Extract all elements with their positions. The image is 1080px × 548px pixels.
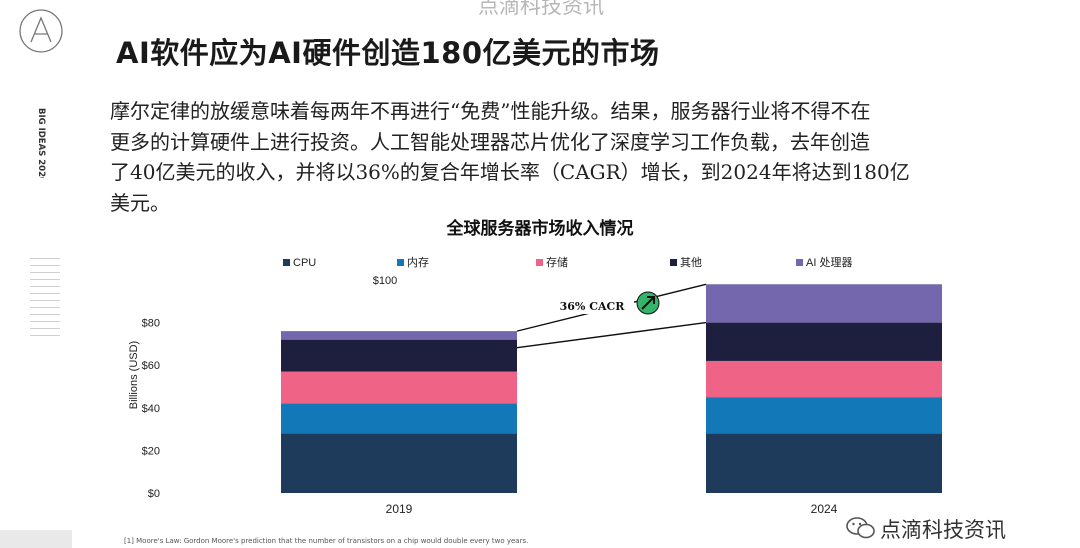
- legend-swatch: [536, 259, 543, 266]
- chart-title: 全球服务器市场收入情况: [446, 219, 634, 239]
- legend-label: 内存: [407, 255, 429, 269]
- x-tick-label: 2024: [811, 502, 838, 516]
- legend-swatch: [283, 259, 290, 266]
- page-title: AI软件应为AI硬件创造180亿美元的市场: [116, 36, 660, 70]
- y-tick-label: $80: [142, 318, 160, 330]
- brand-text: 点滴科技资讯: [880, 518, 1006, 542]
- bar-segment: [706, 284, 942, 323]
- x-tick-label: 2019: [386, 502, 413, 516]
- wechat-icon: [846, 517, 875, 539]
- bar-segment: [706, 322, 942, 361]
- legend-swatch: [670, 259, 677, 266]
- footnote: [1] Moore's Law: Gordon Moore's predicti…: [124, 537, 529, 545]
- side-label-text: BIG IDEAS 2020: [36, 108, 46, 178]
- legend-label: CPU: [293, 257, 316, 269]
- legend-swatch: [397, 259, 404, 266]
- chart-legend: CPU 内存 存储 其他 AI 处理器: [283, 255, 852, 269]
- connector-line: [516, 321, 707, 349]
- side-decoration: [30, 258, 60, 342]
- body-line: 了40亿美元的收入，并将以36%的复合年增长率（CAGR）增长，到2024年将达…: [110, 160, 910, 184]
- side-label: BIG IDEAS 2020: [36, 108, 46, 178]
- y-tick-label: $100: [373, 275, 397, 287]
- legend-label: AI 处理器: [806, 256, 852, 269]
- x-axis: 2019 2024: [386, 502, 838, 516]
- legend-swatch: [796, 259, 803, 266]
- watermark-text: 点滴科技资讯: [478, 0, 604, 18]
- body-line: 美元。: [110, 190, 170, 215]
- y-tick-label: $40: [142, 403, 160, 415]
- bar-segment: [281, 339, 517, 372]
- y-tick-label: $60: [142, 360, 160, 372]
- bar-segment: [706, 360, 942, 398]
- body-line: 更多的计算硬件上进行投资。人工智能处理器芯片优化了深度学习工作负载，去年创造: [110, 129, 870, 154]
- body-paragraph: 摩尔定律的放缓意味着每两年不再进行“免费”性能升级。结果，服务器行业将不得不在 …: [110, 96, 1050, 218]
- y-axis-label: Billions (USD): [128, 341, 140, 409]
- bar-segment: [706, 397, 942, 434]
- bar-group: [281, 284, 942, 493]
- bar-segment: [281, 433, 517, 493]
- bar-segment: [281, 331, 517, 340]
- legend-label: 存储: [546, 255, 568, 269]
- y-axis: $0 $20 $40 $60 $80 $100: [142, 275, 398, 500]
- y-tick-label: $0: [148, 488, 160, 500]
- cagr-annotation: 36% CACR: [516, 283, 707, 349]
- legend-label: 其他: [680, 256, 702, 269]
- bar-segment: [281, 403, 517, 434]
- bar-segment: [706, 433, 942, 493]
- arrow-glyph: [641, 296, 655, 310]
- corner-decoration: [0, 530, 72, 548]
- ark-logo-icon: [19, 9, 63, 53]
- bar-segment: [281, 371, 517, 404]
- annotation-box: [552, 296, 634, 314]
- cagr-label: 36% CACR: [560, 300, 626, 313]
- y-tick-label: $20: [142, 445, 160, 457]
- body-line: 摩尔定律的放缓意味着每两年不再进行“免费”性能升级。结果，服务器行业将不得不在: [110, 99, 871, 123]
